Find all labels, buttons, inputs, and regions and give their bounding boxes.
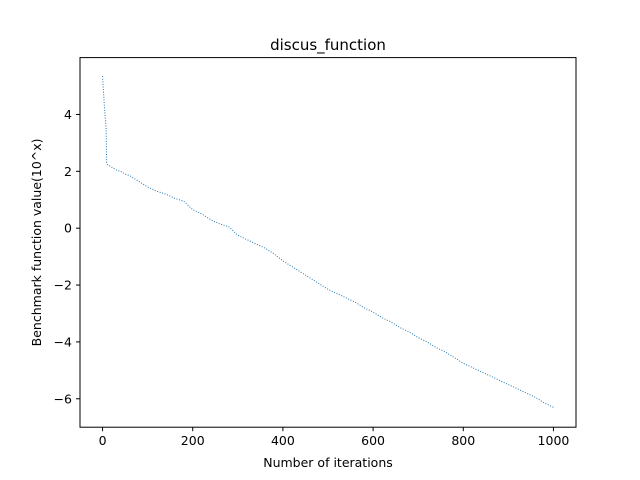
y-axis-label: Benchmark function value(10^x) xyxy=(29,138,44,346)
x-tick-label: 0 xyxy=(99,433,107,448)
y-tick-label: −2 xyxy=(54,278,72,293)
y-tick-label: −4 xyxy=(54,334,72,349)
x-axis-label: Number of iterations xyxy=(263,455,393,470)
plot-area: 0 200 400 600 800 1000 −6 −4 −2 0 2 4 xyxy=(54,57,577,448)
x-tick-label: 800 xyxy=(451,433,475,448)
x-tick-label: 400 xyxy=(271,433,295,448)
y-axis-ticks: −6 −4 −2 0 2 4 xyxy=(54,107,80,406)
x-tick-label: 200 xyxy=(181,433,205,448)
y-tick-label: 0 xyxy=(64,221,72,236)
y-tick-label: 2 xyxy=(64,164,72,179)
plot-frame xyxy=(79,57,577,428)
x-axis-ticks: 0 200 400 600 800 1000 xyxy=(99,427,570,448)
y-tick-label: 4 xyxy=(64,107,72,122)
chart-title: discus_function xyxy=(270,36,386,55)
x-tick-label: 600 xyxy=(361,433,385,448)
y-tick-label: −6 xyxy=(54,391,72,406)
x-tick-label: 1000 xyxy=(538,433,570,448)
